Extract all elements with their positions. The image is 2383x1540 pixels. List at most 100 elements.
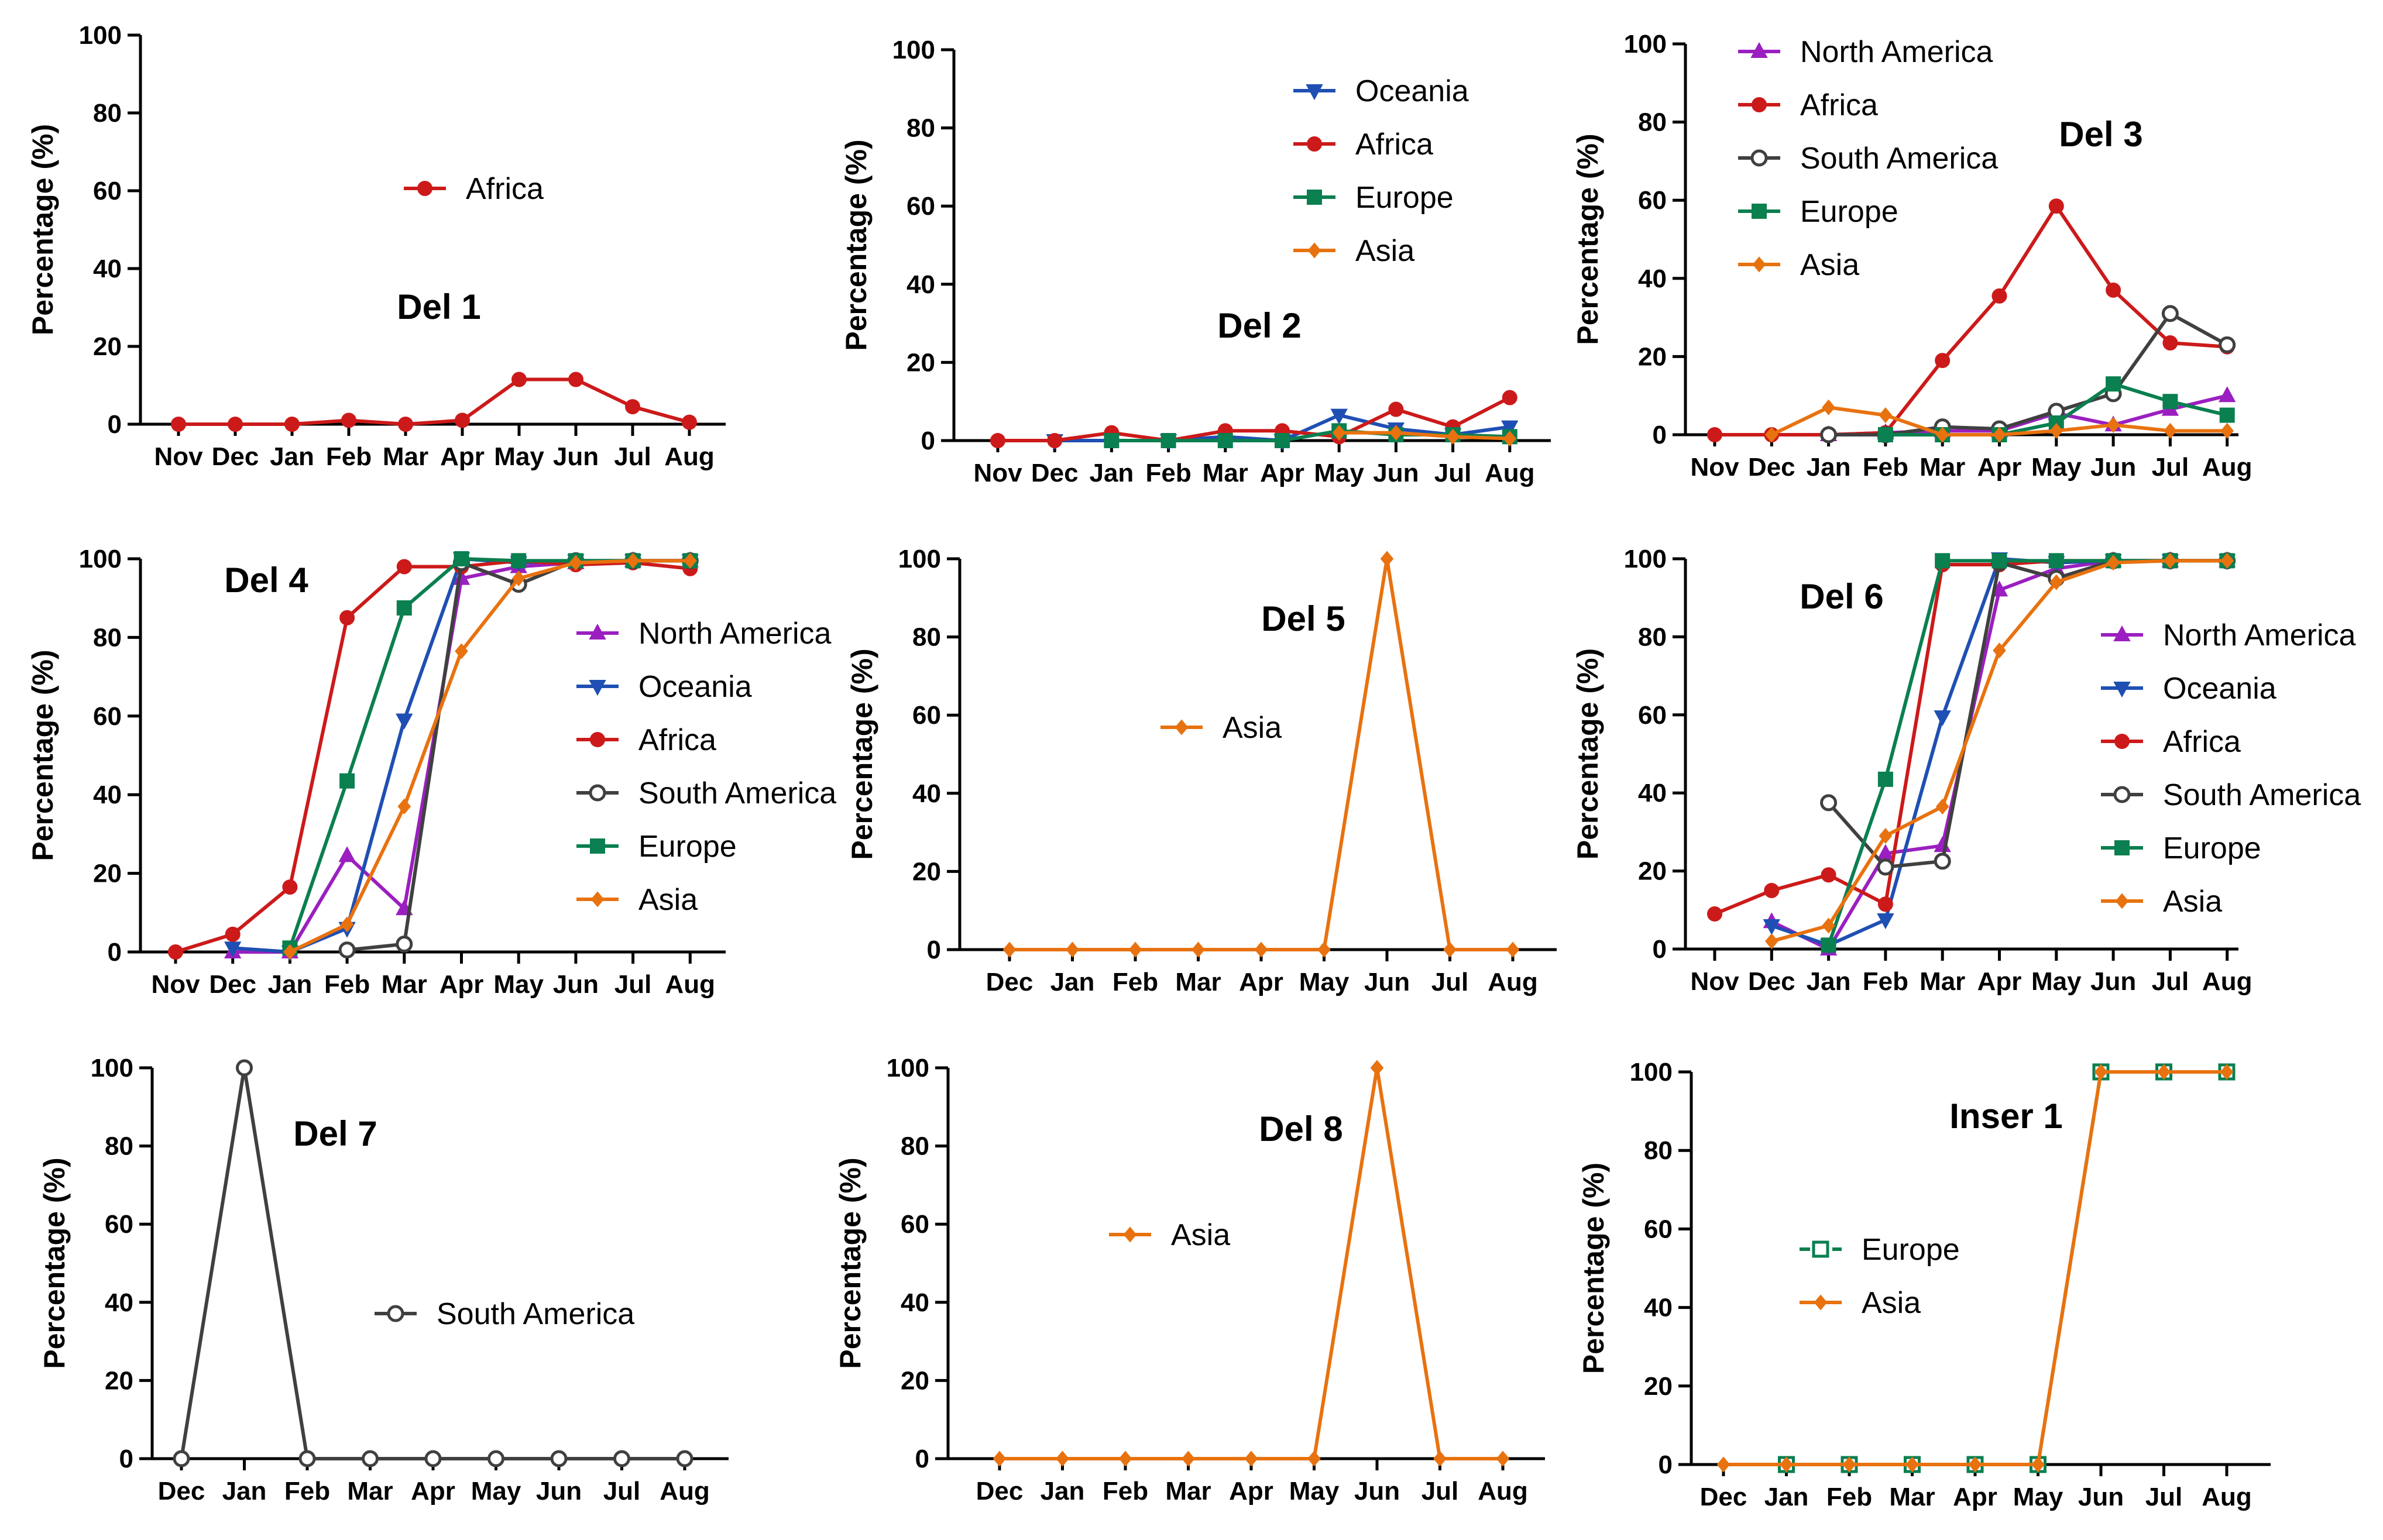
legend-entry-europe: Europe <box>2101 831 2261 865</box>
data-point-europe <box>1935 553 1951 569</box>
series-line-north-america <box>232 559 691 954</box>
legend-label: Europe <box>1800 195 1898 229</box>
y-tick-label: 100 <box>1624 545 1667 573</box>
chart-panel-del-7: 0 20 40 60 80 100 Dec Jan Feb Mar Apr May Jun Jul Aug P… <box>38 1054 729 1505</box>
data-point-north-america <box>2219 386 2236 403</box>
series-asia <box>1002 551 1520 958</box>
data-point-asia <box>2106 555 2120 571</box>
data-point-asia <box>1192 941 1205 958</box>
panel-title: Inser 1 <box>1949 1096 2062 1136</box>
legend-marker <box>1752 97 1767 112</box>
y-tick-label: 60 <box>105 1210 133 1239</box>
legend-marker <box>1750 42 1768 58</box>
data-point-oceania <box>1877 913 1894 930</box>
x-tick-label-dec: Dec <box>1031 459 1079 487</box>
x-tick-label-jul: Jul <box>614 970 652 999</box>
data-point-south-america <box>236 1059 253 1077</box>
data-point-asia <box>1968 1456 1982 1473</box>
x-tick-label-may: May <box>2031 967 2082 996</box>
legend-label: South America <box>2163 778 2361 812</box>
data-point-asia <box>1879 828 1893 844</box>
x-tick-label-apr: Apr <box>411 1477 455 1505</box>
legend-entry-africa: Africa <box>404 172 544 206</box>
data-point-south-america <box>173 1450 190 1467</box>
legend-label: Africa <box>1800 88 1878 122</box>
x-tick-label-may: May <box>2013 1483 2063 1511</box>
y-tick-label: 40 <box>1638 264 1667 293</box>
data-point-asia <box>1506 941 1520 958</box>
y-tick-label: 40 <box>1644 1294 1673 1322</box>
series-north-america <box>224 551 699 958</box>
legend-label: Asia <box>1171 1218 1230 1252</box>
x-tick-label-apr: Apr <box>1977 967 2022 996</box>
x-tick-label-dec: Dec <box>1748 453 1795 482</box>
x-tick-label-jan: Jan <box>1807 967 1851 996</box>
x-tick-label-dec: Dec <box>158 1477 205 1505</box>
legend-label: Asia <box>638 883 698 917</box>
x-tick-label-dec: Dec <box>1748 967 1795 996</box>
series-line-asia <box>1000 1066 1503 1460</box>
data-point-africa <box>171 417 186 432</box>
legend-label: Europe <box>1862 1233 1960 1267</box>
series-line-africa <box>175 559 691 954</box>
y-tick-label: 100 <box>91 1054 133 1082</box>
x-tick-label-jun: Jun <box>2090 453 2136 482</box>
x-tick-label-jul: Jul <box>2152 967 2189 996</box>
legend-marker <box>1307 242 1321 259</box>
legend-entry-oceania: Oceania <box>576 670 752 704</box>
x-tick-label-jan: Jan <box>270 442 314 471</box>
data-point-south-america <box>613 1450 630 1467</box>
x-tick-label-jun: Jun <box>2078 1483 2124 1511</box>
y-tick-label: 60 <box>1638 186 1667 215</box>
panel-title: Del 8 <box>1259 1109 1342 1149</box>
y-tick-label: 20 <box>105 1366 133 1395</box>
y-tick-label: 20 <box>1638 342 1667 371</box>
legend-label: Europe <box>2163 831 2261 865</box>
y-tick-label: 100 <box>79 545 122 573</box>
data-point-europe <box>2048 553 2064 569</box>
legend-entry-africa: Africa <box>1293 128 1433 161</box>
data-point-africa <box>168 944 183 960</box>
data-point-asia <box>2157 1064 2171 1080</box>
data-point-south-america <box>2219 336 2236 353</box>
y-tick-label: 0 <box>1659 1450 1673 1479</box>
legend-label: Asia <box>1862 1286 1921 1320</box>
y-tick-label: 60 <box>1644 1215 1673 1243</box>
data-point-asia <box>1244 1450 1258 1467</box>
x-tick-label-aug: Aug <box>2202 1483 2252 1511</box>
y-tick-label: 20 <box>1644 1372 1673 1401</box>
data-point-europe <box>2162 394 2178 410</box>
data-point-asia <box>2049 422 2063 439</box>
y-axis-title: Percentage (%) <box>26 649 59 861</box>
x-tick-label-aug: Aug <box>2202 453 2252 482</box>
series-asia <box>1764 399 2234 443</box>
legend-entry-europe: Europe <box>1738 195 1898 229</box>
data-point-south-america <box>676 1450 693 1467</box>
data-point-asia <box>397 798 411 814</box>
data-point-asia <box>1317 941 1331 958</box>
legend-entry-north-america: North America <box>1738 35 1993 69</box>
series-africa <box>171 372 697 432</box>
x-tick-label-nov: Nov <box>1690 967 1739 996</box>
y-tick-label: 40 <box>105 1288 133 1317</box>
y-tick-label: 40 <box>912 779 941 808</box>
x-tick-label-apr: Apr <box>1239 968 1283 996</box>
x-tick-label-may: May <box>471 1477 521 1505</box>
legend-marker <box>589 680 606 696</box>
panel-title: Del 4 <box>224 561 308 600</box>
legend-label: North America <box>2163 618 2356 652</box>
legend-entry-south-america: South America <box>375 1297 634 1331</box>
series-oceania <box>224 552 699 962</box>
data-point-africa <box>625 399 640 415</box>
x-tick-label-dec: Dec <box>212 442 259 471</box>
legend-marker <box>590 891 605 908</box>
data-point-asia <box>2220 1064 2234 1080</box>
x-tick-label-dec: Dec <box>1700 1483 1747 1511</box>
data-point-oceania <box>1501 420 1519 436</box>
chart-panel-inser-1: 0 20 40 60 80 100 Dec Jan Feb Mar Apr May Jun Jul Aug P… <box>1577 1058 2271 1511</box>
y-tick-label: 0 <box>108 410 122 439</box>
data-point-africa <box>455 412 470 428</box>
legend-marker <box>590 838 605 854</box>
x-tick-label-aug: Aug <box>1478 1477 1528 1505</box>
series-south-america <box>173 1059 693 1467</box>
